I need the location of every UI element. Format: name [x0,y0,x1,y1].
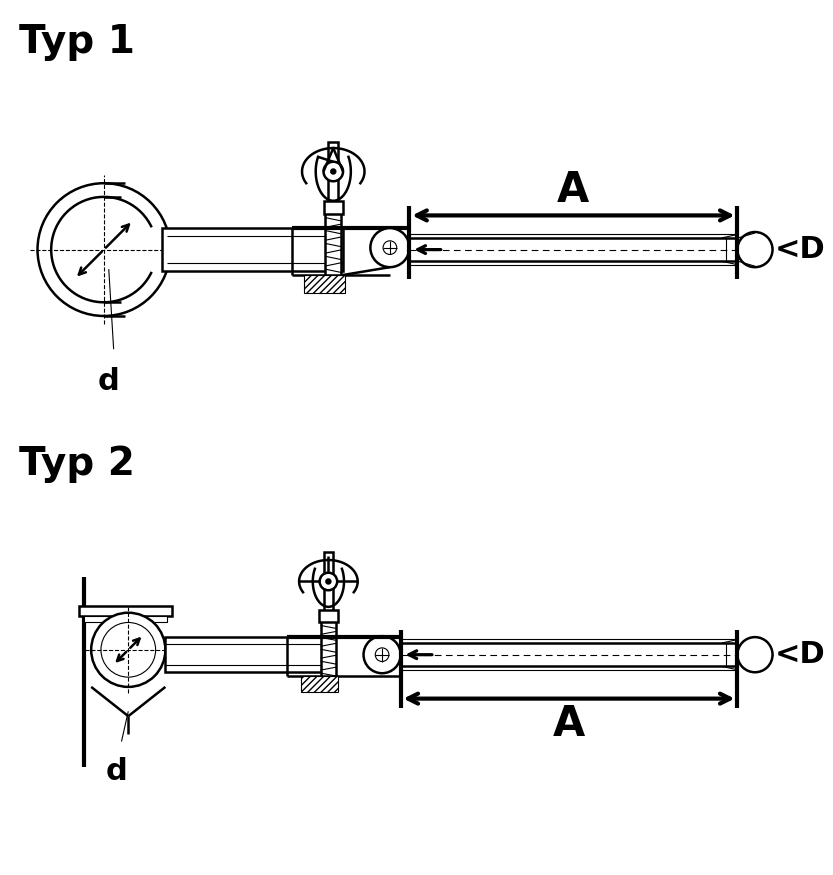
Text: d: d [106,757,127,786]
Circle shape [737,637,772,672]
Text: <D: <D [775,235,826,264]
Circle shape [371,228,409,267]
Circle shape [91,612,166,687]
Circle shape [375,648,389,662]
Polygon shape [301,676,338,692]
Circle shape [101,622,156,677]
Bar [84,616,167,621]
Text: <D: <D [775,640,826,669]
Circle shape [737,232,772,267]
Bar [162,228,343,271]
Circle shape [383,241,397,255]
Polygon shape [304,275,345,292]
Bar [326,213,341,281]
Bar [321,620,337,684]
Bar [323,552,333,620]
Bar [166,637,333,672]
Text: Typ 2: Typ 2 [19,444,135,483]
Circle shape [323,162,343,181]
Circle shape [327,579,331,584]
Text: Typ 1: Typ 1 [19,23,135,61]
Circle shape [332,168,335,172]
Circle shape [332,170,335,173]
Circle shape [320,573,337,591]
Circle shape [327,578,331,582]
Bar [328,143,338,213]
Text: A: A [557,169,590,211]
Bar [323,200,343,214]
Bar [319,610,338,622]
Circle shape [363,636,401,673]
Text: d: d [98,367,120,396]
Bar [79,606,172,616]
Text: A: A [553,704,585,746]
Circle shape [37,183,170,316]
